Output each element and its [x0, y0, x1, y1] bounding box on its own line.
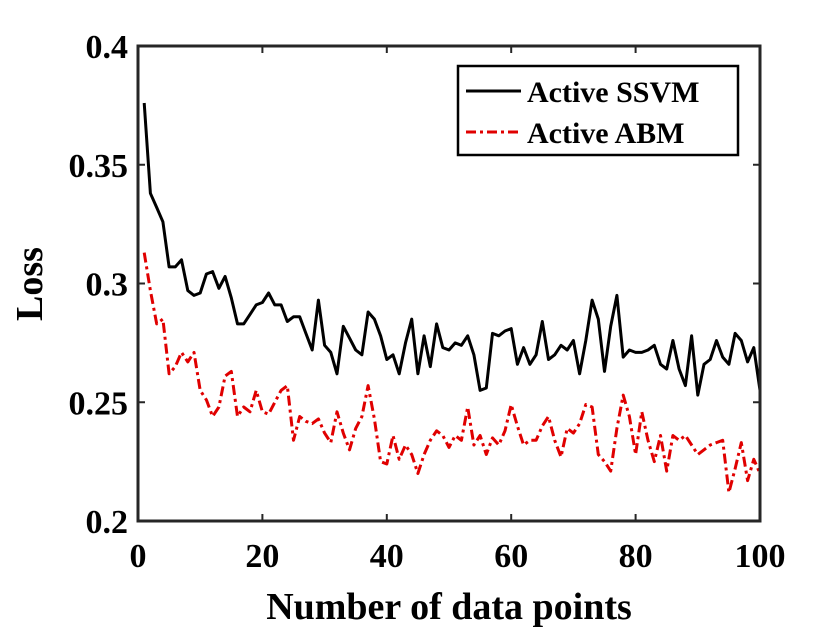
legend-box	[456, 64, 740, 157]
y-tick-label: 0.4	[86, 29, 129, 66]
legend-label-active-abm: Active ABM	[527, 117, 684, 150]
x-tick-label: 20	[245, 538, 279, 575]
x-tick-label: 60	[494, 538, 528, 575]
legend-label-active-ssvm: Active SSVM	[527, 76, 699, 109]
y-tick-label: 0.35	[69, 148, 129, 185]
series-line-active-abm	[142, 252, 762, 494]
y-tick-labels: 0.2 0.25 0.3 0.35 0.4	[69, 29, 129, 541]
series-line-active-ssvm	[142, 102, 762, 397]
y-tick-label: 0.2	[86, 504, 129, 541]
x-tick-label: 0	[130, 538, 147, 575]
x-axis-label: Number of data points	[266, 586, 632, 628]
x-tick-label: 80	[619, 538, 653, 575]
y-tick-label: 0.25	[69, 385, 129, 422]
x-tick-label: 100	[735, 538, 786, 575]
plot-lines	[142, 102, 762, 494]
x-tick-label: 40	[370, 538, 404, 575]
y-axis-label: Loss	[9, 247, 51, 321]
y-tick-label: 0.3	[86, 267, 129, 304]
legend: Active SSVM Active ABM	[456, 64, 740, 157]
x-tick-labels: 0 20 40 60 80 100	[130, 538, 786, 575]
axis-ticks	[137, 45, 761, 522]
